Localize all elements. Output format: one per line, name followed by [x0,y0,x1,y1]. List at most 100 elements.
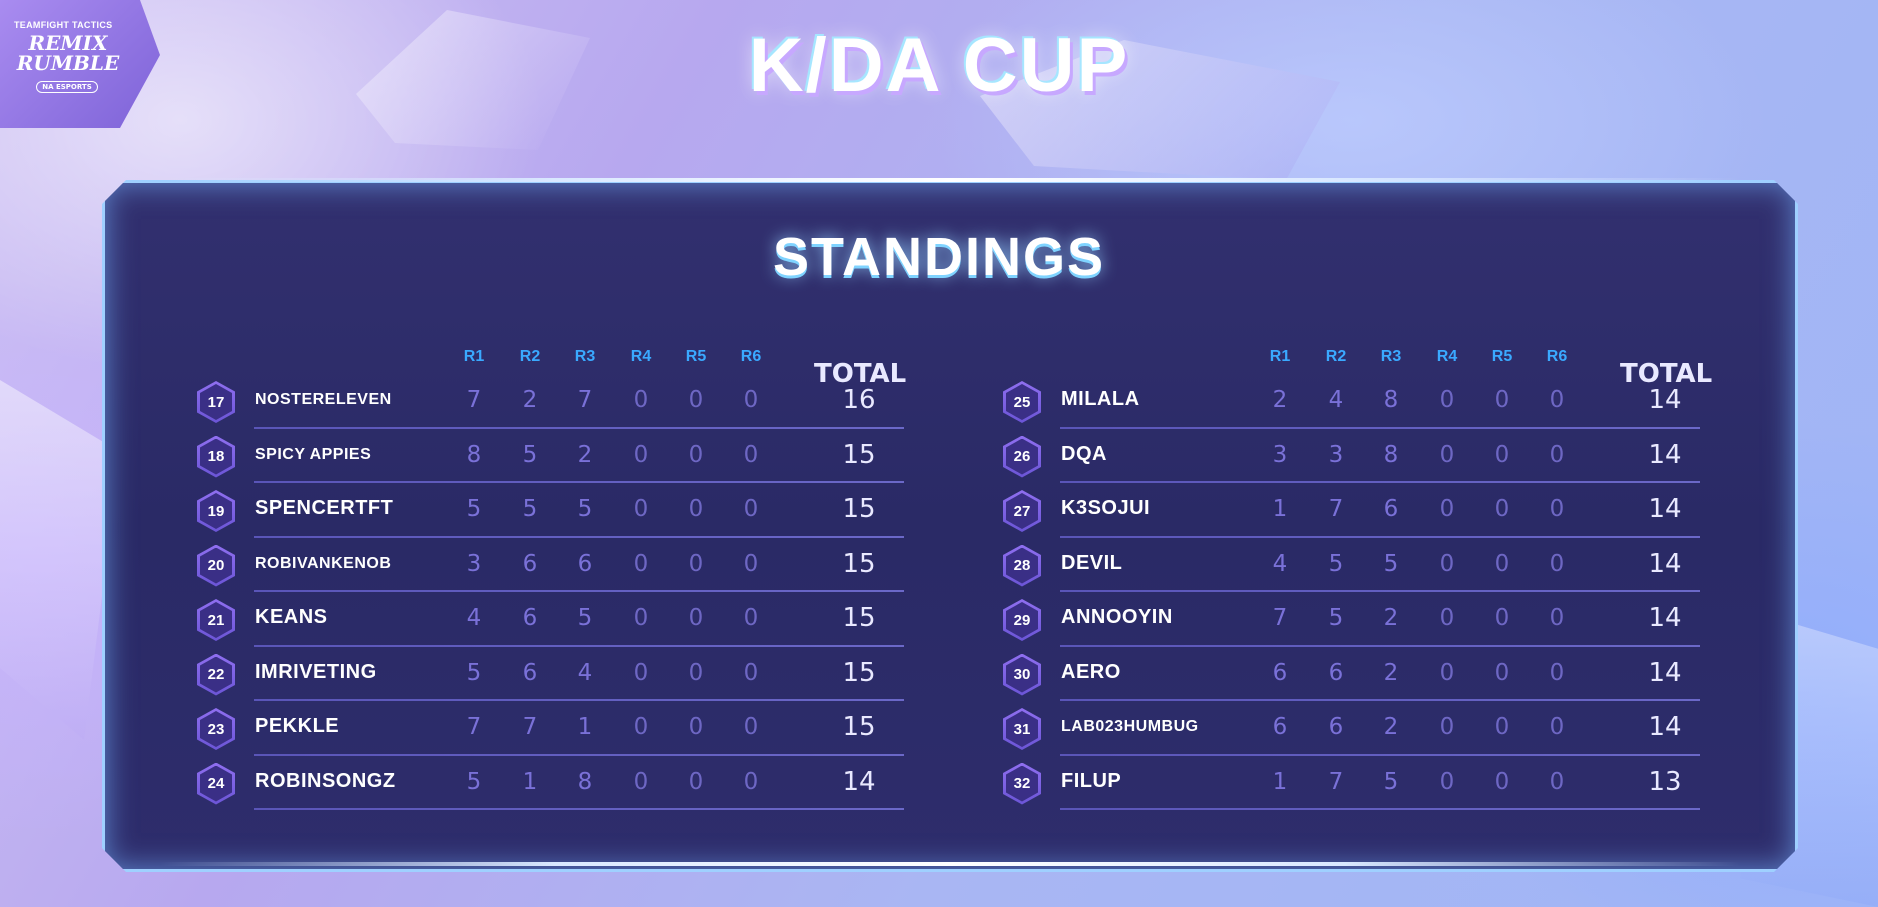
round-score: 0 [1439,659,1455,686]
rank-badge: 18 [197,435,235,478]
round-score: 5 [1383,768,1399,795]
player-name: KEANS [255,606,328,628]
round-score: 0 [1549,496,1565,522]
round-score: 0 [743,441,759,468]
round-score: 5 [1383,550,1399,577]
round-score: 8 [1383,387,1399,413]
round-score: 0 [633,387,649,413]
round-score: 6 [1272,659,1288,686]
round-score: 4 [1272,550,1288,577]
standings-row: 30 AERO 6 6 2 0 0 0 14 [1000,647,1700,701]
round-score: 1 [577,714,593,740]
total-score: 14 [1648,494,1682,524]
round-score: 5 [522,496,538,522]
table-header: R1 R2 R3 R4 R5 R6 TOTAL [194,348,906,389]
row-divider [254,426,904,429]
column-header: TOTAL [1620,359,1713,389]
logo-line-3: NA ESPORTS [36,81,98,93]
standings-row: 23 PEKKLE 7 7 1 0 0 0 15 [194,701,904,756]
rank-badge: 20 [197,544,235,587]
round-score: 0 [688,714,704,740]
standings-row: 18 SPICY APPIES 8 5 2 0 0 0 15 [194,429,904,483]
rank-number: 22 [200,656,232,693]
total-score: 14 [1648,603,1682,633]
standings-row: 17 NOSTERELEVEN 7 2 7 0 0 0 16 [194,374,904,429]
round-score: 5 [466,768,482,795]
player-name: ANNOOYIN [1061,606,1173,628]
round-score: 2 [1383,714,1399,740]
standings-row: 32 FILUP 1 7 5 0 0 0 13 [1000,756,1700,810]
round-score: 6 [1328,659,1344,686]
round-score: 8 [577,768,593,795]
row-divider [254,753,904,756]
round-score: 0 [743,714,759,740]
round-score: 0 [633,441,649,468]
rank-number: 32 [1006,765,1038,802]
table-header: R1 R2 R3 R4 R5 R6 TOTAL [1000,348,1712,389]
rank-number: 21 [200,602,232,638]
standings-row: 26 DQA 3 3 8 0 0 0 14 [1000,429,1700,483]
round-score: 0 [1494,605,1510,631]
row-divider [254,644,904,647]
column-header: R1 [1269,348,1291,365]
row-divider [1060,644,1700,647]
column-header: R6 [1546,348,1568,365]
rank-badge: 28 [1003,544,1041,587]
standings-row: 31 LAB023HUMBUG 6 6 2 0 0 0 14 [1000,701,1700,756]
standings-row: 25 MILALA 2 4 8 0 0 0 14 [1000,374,1700,429]
round-score: 6 [522,550,538,577]
rank-badge: 27 [1003,490,1041,532]
column-header: R4 [1436,348,1458,365]
rank-number: 17 [200,384,232,420]
row-divider [254,535,904,538]
round-score: 0 [1549,550,1565,577]
rank-badge: 30 [1003,653,1041,696]
round-score: 0 [1549,768,1565,795]
round-score: 5 [1328,550,1344,577]
round-score: 0 [1494,659,1510,686]
standings-row: 29 ANNOOYIN 7 5 2 0 0 0 14 [1000,592,1700,647]
rank-number: 18 [200,438,232,475]
round-score: 0 [743,659,759,686]
rank-number: 27 [1006,493,1038,529]
round-score: 5 [577,605,593,631]
standings-row: 19 SPENCERTFT 5 5 5 0 0 0 15 [194,483,904,538]
row-divider [1060,753,1700,756]
round-score: 0 [633,768,649,795]
round-score: 0 [1439,768,1455,795]
round-score: 7 [1328,496,1344,522]
round-score: 5 [577,496,593,522]
total-score: 14 [842,766,876,797]
round-score: 7 [1272,605,1288,631]
round-score: 0 [688,441,704,468]
column-header: R5 [685,348,707,365]
player-name: NOSTERELEVEN [255,391,392,408]
round-score: 0 [1549,441,1565,468]
player-name: MILALA [1061,388,1140,410]
column-header: R3 [574,348,596,365]
round-score: 5 [466,496,482,522]
rank-number: 25 [1006,384,1038,420]
standings-row: 20 ROBIVANKENOB 3 6 6 0 0 0 15 [194,538,904,592]
round-score: 0 [688,768,704,795]
round-score: 0 [688,387,704,413]
round-score: 0 [1494,496,1510,522]
round-score: 4 [577,659,593,686]
round-score: 1 [1272,496,1288,522]
column-header: R1 [463,348,485,365]
standings-row: 28 DEVIL 4 5 5 0 0 0 14 [1000,538,1700,592]
player-name: K3SOJUI [1061,497,1151,519]
round-score: 3 [1328,441,1344,468]
round-score: 6 [1328,714,1344,740]
round-score: 0 [1549,605,1565,631]
player-name: DEVIL [1061,551,1123,574]
round-score: 5 [522,441,538,468]
standings-panel [102,180,1798,872]
player-name: PEKKLE [255,715,340,737]
round-score: 2 [1383,659,1399,686]
row-divider [254,808,904,810]
row-divider [254,481,904,483]
round-score: 0 [743,387,759,413]
round-score: 0 [688,496,704,522]
total-score: 13 [1648,766,1682,797]
